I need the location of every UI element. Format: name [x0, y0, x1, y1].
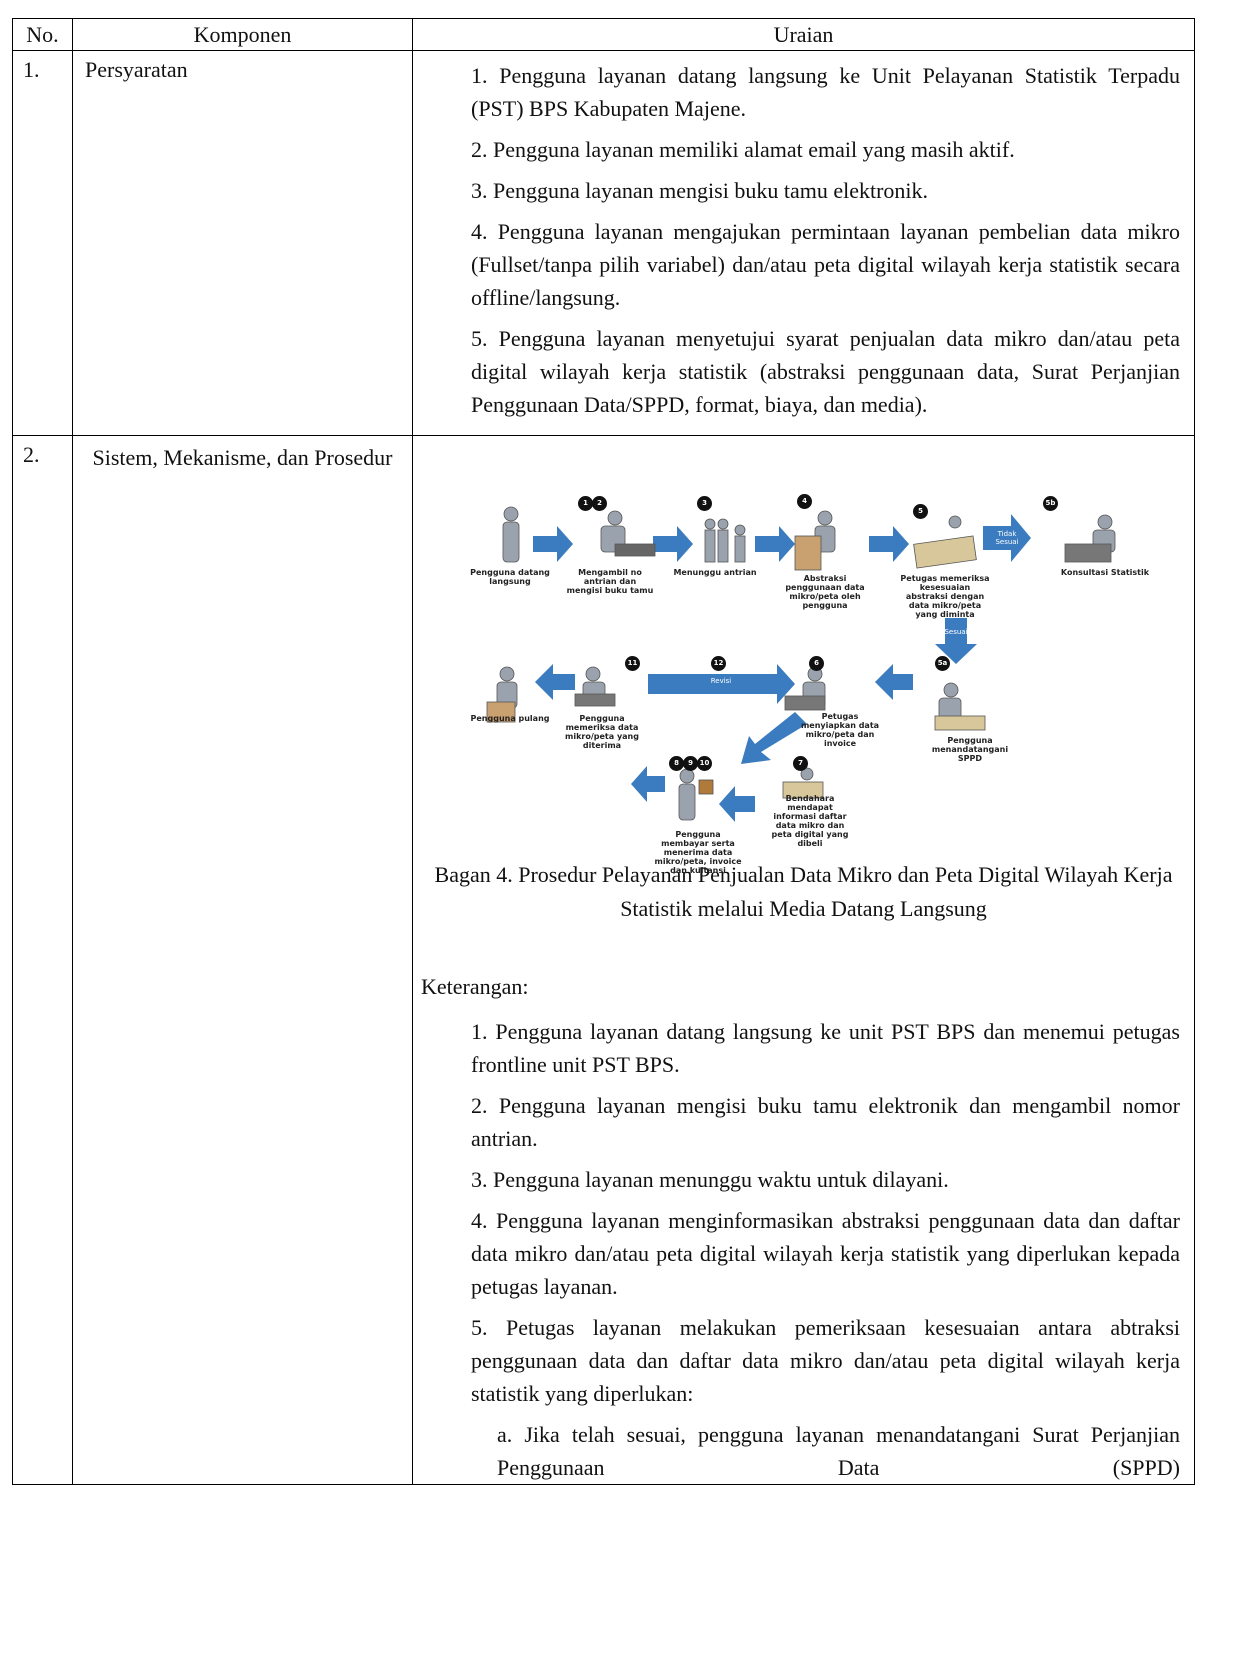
flow-diagram: 1 2 3 4 5 5b 5a 6 12 11 8 9 10 7 Tidak Sesuai Sesuai Rev…: [465, 478, 1185, 875]
step-badge: 8: [669, 756, 684, 771]
no-cell: 2.: [12, 435, 73, 1485]
step-badge: 5: [913, 504, 928, 519]
komponen-cell: Persyaratan: [72, 50, 413, 436]
diagram-label: Pengguna datang langsung: [470, 568, 550, 586]
list-item: 3. Pengguna layanan mengisi buku tamu el…: [471, 178, 929, 203]
diagram-label: Menunggu antrian: [673, 568, 757, 577]
list-item: 2. Pengguna layanan mengisi buku tamu el…: [471, 1093, 1180, 1151]
item-list: 1. Pengguna layanan datang langsung ke u…: [413, 1015, 1194, 1484]
figures: [486, 506, 1116, 821]
sub-item: a. Jika telah sesuai, pengguna layanan m…: [497, 1422, 1180, 1480]
step-badge: 9: [683, 756, 698, 771]
diagram-graphics: [486, 506, 1116, 822]
uraian-cell: 1. Pengguna layanan datang langsung ke U…: [412, 50, 1195, 436]
list-item: 1. Pengguna layanan datang langsung ke U…: [471, 63, 1180, 121]
list-item: 5. Pengguna layanan menyetujui syarat pe…: [471, 326, 1180, 417]
diagram-label: Petugas memeriksa kesesuaian abstraksi d…: [900, 574, 990, 619]
step-badge: 4: [797, 494, 812, 509]
diagram-label: Abstraksi penggunaan data mikro/peta ole…: [785, 574, 865, 610]
list-item: 2. Pengguna layanan memiliki alamat emai…: [471, 137, 1015, 162]
diagram-label: Konsultasi Statistik: [1060, 568, 1150, 577]
diagram-label: Pengguna membayar serta menerima data mi…: [654, 830, 742, 875]
step-badge: 7: [793, 756, 808, 771]
step-badge: 3: [697, 496, 712, 511]
arrow-label: Revisi: [710, 677, 732, 685]
diagram-label: Pengguna pulang: [470, 714, 550, 723]
header-cell: Komponen: [72, 18, 413, 51]
keterangan-label: Keterangan:: [421, 974, 529, 999]
step-badge: 2: [592, 496, 607, 511]
uraian-cell: 1 2 3 4 5 5b 5a 6 12 11 8 9 10 7 Tidak Sesuai Sesuai Rev…: [412, 435, 1195, 1485]
header-cell: Uraian: [412, 18, 1195, 51]
step-badge: 1: [578, 496, 593, 511]
no-cell: 1.: [12, 50, 73, 436]
diagram-label: Mengambil no antrian dan mengisi buku ta…: [566, 568, 654, 595]
list-item: 4. Pengguna layanan mengajukan permintaa…: [471, 219, 1180, 310]
step-badge: 6: [809, 656, 824, 671]
diagram-label: Pengguna memeriksa data mikro/peta yang …: [565, 714, 639, 750]
komponen-cell: Sistem, Mekanisme, dan Prosedur: [72, 435, 413, 1485]
diagram-label: Bendahara mendapat informasi daftar data…: [771, 794, 849, 848]
header-cell: No.: [12, 18, 73, 51]
arrow-label: Tidak Sesuai: [995, 530, 1019, 546]
step-badge: 10: [697, 756, 712, 771]
row: 1. Persyaratan 1. Pengguna layanan datan…: [12, 50, 1195, 436]
step-badge: 5a: [935, 656, 950, 671]
diagram-label: Pengguna menandatangani SPPD: [931, 736, 1009, 763]
step-badge: 5b: [1043, 496, 1058, 511]
step-badge: 11: [625, 656, 640, 671]
header-row: No. Komponen Uraian: [12, 18, 1195, 51]
table: No. Komponen Uraian 1. Persyaratan 1. Pe…: [12, 18, 1195, 1485]
list-item: 3. Pengguna layanan menunggu waktu untuk…: [471, 1167, 949, 1192]
step-badge: 12: [711, 656, 726, 671]
arrows: [533, 514, 1031, 822]
arrow-label: Sesuai: [944, 628, 968, 636]
diagram-label: Petugas menyiapkan data mikro/peta dan i…: [800, 712, 880, 748]
list-item: 1. Pengguna layanan datang langsung ke u…: [471, 1019, 1180, 1077]
figure-caption: Bagan 4. Prosedur Pelayanan Penjualan Da…: [434, 862, 1173, 921]
list-item: 4. Pengguna layanan menginformasikan abs…: [471, 1208, 1180, 1299]
list-item: 5. Petugas layanan melakukan pemeriksaan…: [471, 1315, 1180, 1406]
